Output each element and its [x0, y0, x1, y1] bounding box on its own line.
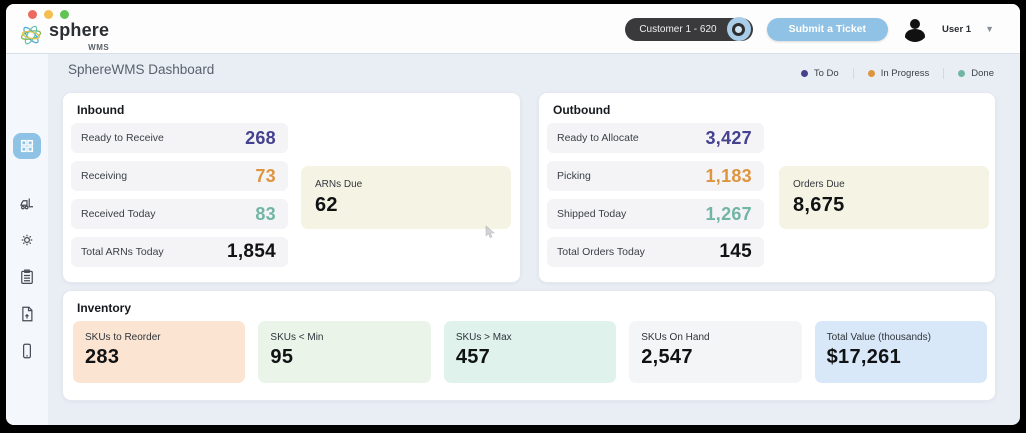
forklift-icon	[18, 194, 36, 212]
settings-gear-icon	[18, 231, 36, 249]
card-label: Total Value (thousands)	[826, 332, 931, 343]
card-skus-on-hand: SKUs On Hand 2,547	[629, 321, 802, 383]
outbound-stat-rows: Ready to Allocate 3,427 Picking 1,183 Sh…	[547, 123, 764, 267]
inventory-cards: SKUs to Reorder 283 SKUs < Min 95 SKUs >…	[73, 321, 988, 383]
inprogress-dot-icon	[867, 70, 875, 77]
user-menu-chevron-down-icon[interactable]: ▼	[985, 24, 994, 34]
arns-due-value: 62	[315, 194, 338, 216]
card-skus-above-max: SKUs > Max 457	[443, 321, 617, 383]
stat-label: Ready to Receive	[81, 132, 164, 144]
sidebar-item-settings[interactable]	[18, 231, 36, 249]
stat-label: Total ARNs Today	[81, 246, 164, 258]
legend-item-inprogress: In Progress	[852, 68, 944, 79]
app-window: sphere WMS Customer 1 - 620 Submit a Tic…	[6, 4, 1020, 425]
stat-row-picking: Picking 1,183	[547, 161, 764, 191]
inventory-panel-title: Inventory	[77, 301, 132, 315]
submit-ticket-button[interactable]: Submit a Ticket	[766, 17, 889, 41]
card-label: SKUs On Hand	[641, 332, 710, 343]
document-icon	[18, 305, 36, 323]
sidebar-item-mobile[interactable]	[18, 342, 36, 360]
legend-item-done: Done	[943, 68, 1008, 79]
stat-label: Total Orders Today	[557, 246, 645, 258]
stat-value: 83	[255, 203, 276, 224]
sphere-globe-icon	[18, 21, 44, 52]
minimize-window-button[interactable]	[44, 10, 53, 19]
mouse-cursor	[485, 225, 496, 244]
zoom-window-button[interactable]	[60, 10, 69, 19]
page-title: SphereWMS Dashboard	[68, 62, 215, 77]
stat-value: 1,183	[705, 165, 752, 186]
card-value: 95	[270, 346, 294, 368]
legend-label: To Do	[813, 68, 839, 79]
inbound-panel: Inbound Ready to Receive 268 Receiving 7…	[62, 92, 521, 283]
todo-dot-icon	[800, 70, 808, 77]
sidebar-item-orders[interactable]	[18, 268, 36, 286]
card-value: 283	[85, 346, 120, 368]
customer-selector[interactable]: Customer 1 - 620	[625, 17, 753, 41]
stat-row-total-orders-today: Total Orders Today 145	[547, 237, 764, 267]
stat-label: Ready to Allocate	[557, 132, 639, 144]
outbound-panel-title: Outbound	[553, 103, 611, 117]
stat-label: Picking	[557, 170, 591, 182]
user-avatar-icon[interactable]	[902, 16, 928, 42]
mobile-device-icon	[18, 342, 36, 360]
legend-item-todo: To Do	[787, 68, 853, 79]
inventory-panel: Inventory SKUs to Reorder 283 SKUs < Min…	[62, 290, 996, 401]
stat-value: 1,854	[226, 241, 276, 262]
card-total-value: Total Value (thousands) $17,261	[814, 321, 988, 383]
arns-due-label: ARNs Due	[315, 179, 363, 190]
inbound-stat-rows: Ready to Receive 268 Receiving 73 Receiv…	[71, 123, 288, 267]
card-skus-to-reorder: SKUs to Reorder 283	[73, 321, 246, 383]
customer-search-icon[interactable]	[726, 17, 751, 41]
stat-value: 73	[255, 165, 276, 186]
stat-value: 145	[719, 241, 752, 262]
card-skus-below-min: SKUs < Min 95	[258, 321, 431, 383]
legend-label: In Progress	[880, 68, 930, 79]
legend-label: Done	[971, 68, 994, 79]
card-value: 457	[455, 346, 491, 368]
stat-value: 3,427	[705, 127, 752, 148]
arns-due-card: ARNs Due 62	[301, 166, 511, 229]
sidebar-item-reports[interactable]	[18, 305, 36, 323]
card-label: SKUs > Max	[455, 332, 512, 343]
logo-wms-subtext: WMS	[88, 43, 110, 52]
done-dot-icon	[958, 70, 966, 77]
logo-wordmark: sphere WMS	[49, 21, 109, 57]
stat-value: 268	[245, 127, 276, 148]
header-actions: Customer 1 - 620 Submit a Ticket User 1 …	[625, 4, 994, 54]
orders-due-label: Orders Due	[793, 179, 845, 190]
stat-row-received-today: Received Today 83	[71, 199, 288, 229]
stat-label: Receiving	[81, 170, 128, 182]
card-value: $17,261	[826, 346, 902, 368]
window-controls	[28, 10, 69, 19]
clipboard-list-icon	[18, 268, 36, 286]
sidebar-item-inbound[interactable]	[18, 194, 36, 212]
close-window-button[interactable]	[28, 10, 37, 19]
inbound-panel-title: Inbound	[77, 103, 125, 117]
stat-label: Received Today	[81, 208, 156, 220]
spherewms-logo: sphere WMS	[18, 21, 109, 57]
status-legend: To Do In Progress Done	[787, 68, 1008, 79]
stat-row-ready-to-receive: Ready to Receive 268	[71, 123, 288, 153]
stat-value: 1,267	[705, 203, 752, 224]
stat-row-ready-to-allocate: Ready to Allocate 3,427	[547, 123, 764, 153]
stat-row-shipped-today: Shipped Today 1,267	[547, 199, 764, 229]
stat-row-receiving: Receiving 73	[71, 161, 288, 191]
user-name-label: User 1	[942, 23, 972, 35]
card-label: SKUs < Min	[270, 332, 324, 343]
app-header: sphere WMS Customer 1 - 620 Submit a Tic…	[6, 4, 1020, 54]
customer-selector-label: Customer 1 - 620	[639, 23, 717, 35]
sidebar-item-dashboard[interactable]	[13, 133, 41, 159]
orders-due-value: 8,675	[793, 194, 845, 216]
dashboard-icon	[19, 138, 35, 154]
stat-row-total-arns-today: Total ARNs Today 1,854	[71, 237, 288, 267]
sidebar-nav	[6, 54, 48, 425]
outbound-panel: Outbound Ready to Allocate 3,427 Picking…	[538, 92, 996, 283]
orders-due-card: Orders Due 8,675	[779, 166, 989, 229]
card-label: SKUs to Reorder	[85, 332, 161, 343]
card-value: 2,547	[641, 346, 693, 368]
stat-label: Shipped Today	[557, 208, 627, 220]
